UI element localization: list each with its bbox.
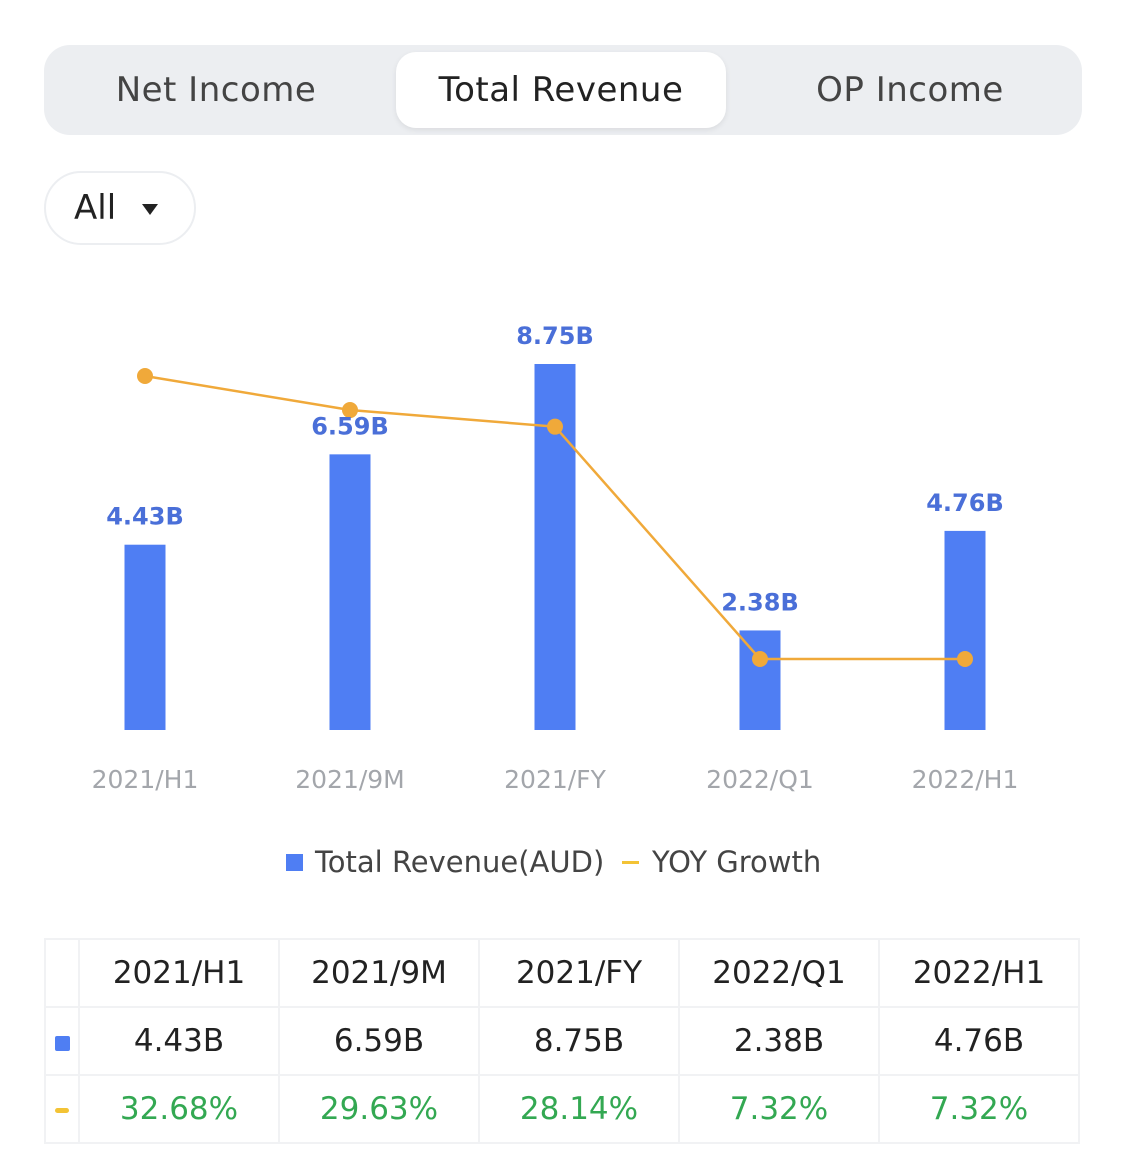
legend-bar-label: Total Revenue(AUD) [315, 845, 605, 879]
x-tick-label: 2022/Q1 [706, 765, 814, 794]
growth-key [44, 1074, 80, 1144]
tab-op-income[interactable]: OP Income [816, 70, 1004, 110]
x-tick-label: 2021/H1 [92, 765, 199, 794]
revenue-bar [944, 530, 986, 730]
table-row-growth: 32.68% 29.63% 28.14% 7.32% 7.32% [44, 1074, 1080, 1144]
table-cell: 2.38B [678, 1006, 880, 1076]
bar-value-label: 6.59B [311, 412, 389, 440]
period-filter-label: All [74, 188, 117, 228]
table-corner [44, 938, 80, 1008]
revenue-swatch-icon [54, 1036, 70, 1051]
table-header-cell: 2021/9M [278, 938, 480, 1008]
caret-down-icon [142, 204, 158, 215]
x-tick-label: 2021/FY [504, 765, 606, 794]
data-table: 2021/H1 2021/9M 2021/FY 2022/Q1 2022/H1 … [44, 938, 1080, 1144]
table-header-cell: 2022/H1 [878, 938, 1080, 1008]
table-row-revenue: 4.43B 6.59B 8.75B 2.38B 4.76B [44, 1006, 1080, 1076]
period-filter-dropdown[interactable]: All [44, 171, 196, 245]
bar-value-label: 4.76B [926, 489, 1004, 517]
revenue-bar [739, 630, 781, 730]
bar-value-label: 4.43B [106, 503, 184, 531]
tab-net-income[interactable]: Net Income [115, 70, 317, 110]
bar-value-label: 2.38B [721, 588, 799, 616]
legend-bar-swatch [286, 854, 303, 871]
tab-total-revenue[interactable]: Total Revenue [396, 52, 726, 128]
table-cell: 4.76B [878, 1006, 1080, 1076]
table-cell: 32.68% [78, 1074, 280, 1144]
yoy-growth-point [957, 651, 973, 667]
table-header-cell: 2021/FY [478, 938, 680, 1008]
table-header-row: 2021/H1 2021/9M 2021/FY 2022/Q1 2022/H1 [44, 938, 1080, 1008]
table-cell: 28.14% [478, 1074, 680, 1144]
legend-line-swatch [622, 861, 639, 864]
growth-swatch-icon [55, 1108, 69, 1113]
bar-value-label: 8.75B [516, 322, 594, 350]
yoy-growth-point [547, 418, 563, 435]
table-cell: 4.43B [78, 1006, 280, 1076]
yoy-growth-point [342, 402, 358, 419]
table-header-cell: 2021/H1 [78, 938, 280, 1008]
table-cell: 7.32% [878, 1074, 1080, 1144]
table-cell: 6.59B [278, 1006, 480, 1076]
table-cell: 29.63% [278, 1074, 480, 1144]
revenue-key [44, 1006, 80, 1076]
yoy-growth-point [752, 651, 768, 667]
revenue-bar [329, 454, 371, 730]
table-cell: 8.75B [478, 1006, 680, 1076]
x-tick-label: 2022/H1 [912, 765, 1019, 794]
yoy-growth-point [137, 368, 153, 384]
legend-line-label: YOY Growth [652, 845, 822, 879]
table-cell: 7.32% [678, 1074, 880, 1144]
metric-tabs: Net Income Total Revenue OP Income [44, 45, 1082, 135]
table-header-cell: 2022/Q1 [678, 938, 880, 1008]
revenue-bar [124, 544, 166, 730]
x-tick-label: 2021/9M [295, 765, 405, 794]
revenue-chart: 4.43B 6.59B 8.75B 2.38B 4.76B 2021/H1 2021/9M… [92, 322, 1019, 794]
chart-legend: Total Revenue(AUD) YOY Growth [0, 845, 1125, 881]
